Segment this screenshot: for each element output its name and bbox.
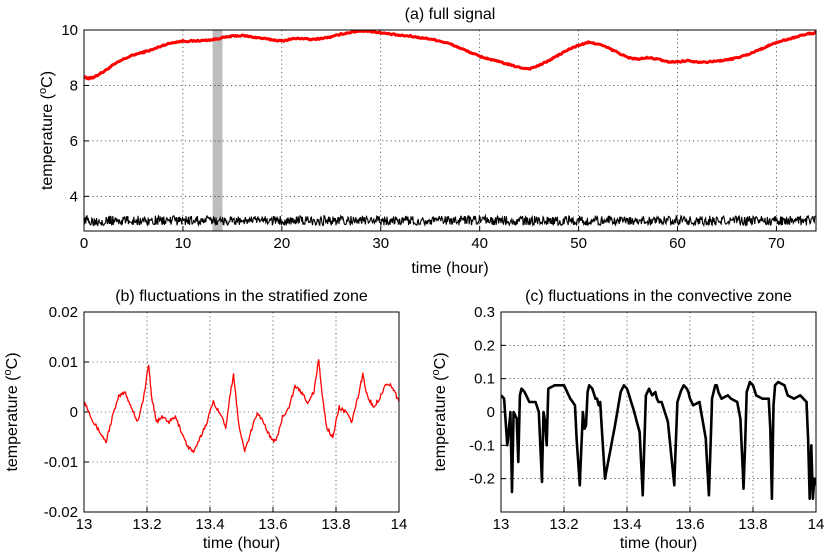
series-convective-zone (84, 213, 816, 228)
y-tick-label: -0.1 (469, 437, 495, 454)
x-tick-label: 13.6 (258, 516, 287, 533)
series-stratified-fluctuations (84, 359, 399, 454)
x-tick-label: 50 (570, 235, 587, 252)
y-tick-label: 0.01 (49, 354, 78, 371)
y-axis-label-end: C) (432, 352, 449, 369)
x-tick-label: 13.8 (738, 516, 767, 533)
y-tick-label: 0 (70, 404, 78, 421)
x-tick-label: 70 (768, 235, 785, 252)
x-axis-label: time (hour) (203, 535, 280, 552)
x-tick-label: 13.2 (132, 516, 161, 533)
plot-frame (83, 311, 400, 513)
y-axis-label: temperature (oC) (2, 352, 21, 471)
y-axis-label-end: C) (4, 352, 21, 369)
chart-title: (c) fluctuations in the convective zone (525, 288, 792, 305)
panel-b: 13 13.2 13.4 13.6 13.8 14 -0.02 -0.01 0 0.01 0.02 (… (2, 288, 407, 552)
panel-a: 0 10 20 30 40 50 60 70 4 6 8 10 (a) full signal time … (37, 6, 817, 277)
x-tick-label: 60 (669, 235, 686, 252)
x-tick-label: 30 (372, 235, 389, 252)
y-tick-label: 0.2 (474, 337, 495, 354)
panel-c: 13 13.2 13.4 13.6 13.8 14 -0.2 -0.1 0 0.1 0.2 0.3 (c… (430, 288, 824, 552)
highlight-band (212, 30, 223, 231)
x-tick-label: 13.6 (675, 516, 704, 533)
x-tick-label: 13.4 (612, 516, 641, 533)
x-tick-label: 13 (493, 516, 510, 533)
y-tick-label: 0 (487, 404, 495, 421)
y-axis-label-sup: o (2, 369, 14, 375)
chart-title: (b) fluctuations in the stratified zone (115, 288, 368, 305)
series-stratified-zone (84, 30, 816, 81)
y-tick-label: -0.02 (44, 504, 78, 521)
plot-frame (500, 311, 817, 513)
y-tick-label: 0.02 (49, 304, 78, 321)
y-tick-label: 4 (70, 188, 78, 205)
y-tick-label: 0.3 (474, 304, 495, 321)
x-axis-label: time (hour) (620, 535, 697, 552)
series-convective-fluctuations (501, 380, 816, 501)
x-tick-label: 0 (80, 235, 88, 252)
y-tick-label: -0.01 (44, 454, 78, 471)
x-tick-label: 14 (391, 516, 408, 533)
y-axis-label-sup: o (37, 88, 49, 94)
y-tick-label: 8 (70, 77, 78, 94)
x-tick-label: 13 (76, 516, 93, 533)
y-axis-label-main: temperature ( (432, 375, 449, 472)
y-axis-label: temperature (oC) (430, 352, 449, 471)
y-axis-label-main: temperature ( (4, 375, 21, 472)
y-axis-label: temperature (oC) (37, 71, 56, 190)
x-axis-label: time (hour) (411, 260, 488, 277)
x-tick-label: 10 (175, 235, 192, 252)
y-tick-label: 10 (61, 22, 78, 39)
x-tick-label: 13.8 (321, 516, 350, 533)
y-tick-label: 6 (70, 133, 78, 150)
x-tick-label: 13.4 (195, 516, 224, 533)
y-tick-label: 0.1 (474, 371, 495, 388)
x-tick-label: 13.2 (549, 516, 578, 533)
chart-title: (a) full signal (405, 6, 496, 23)
x-tick-label: 40 (471, 235, 488, 252)
y-axis-label-main: temperature ( (39, 93, 56, 190)
y-axis-label-sup: o (430, 369, 442, 375)
plot-frame (83, 29, 817, 232)
y-tick-label: -0.2 (469, 471, 495, 488)
x-tick-label: 20 (273, 235, 290, 252)
x-tick-label: 14 (808, 516, 825, 533)
y-axis-label-end: C) (39, 71, 56, 88)
